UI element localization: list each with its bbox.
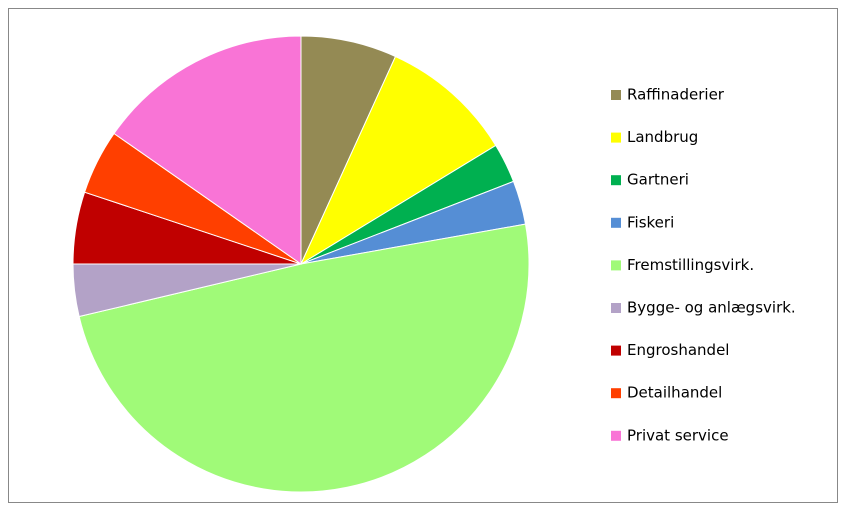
legend-swatch: [611, 388, 621, 399]
legend-label: Privat service: [627, 426, 729, 444]
legend-swatch: [611, 345, 621, 356]
legend-label: Engroshandel: [627, 341, 729, 359]
pie-slice: [113, 35, 302, 265]
legend-swatch: [611, 217, 621, 228]
legend-label: Detailhandel: [627, 384, 722, 402]
pie-slice: [299, 55, 497, 266]
legend-swatch: [611, 303, 621, 313]
legend-swatch: [611, 260, 621, 271]
legend-swatch: [611, 132, 621, 143]
legend-label: Landbrug: [627, 128, 698, 146]
legend-label: Fiskeri: [627, 213, 674, 231]
legend-label: Raffinaderier: [627, 86, 725, 104]
legend-swatch: [611, 90, 621, 100]
legend-swatch: [611, 175, 621, 186]
legend-swatch: [611, 430, 621, 441]
pie-slice: [78, 223, 530, 493]
legend-label: Bygge- og anlægsvirk.: [627, 299, 796, 317]
legend-label: Fremstillingsvirk.: [627, 256, 754, 274]
legend-label: Gartneri: [627, 171, 689, 189]
